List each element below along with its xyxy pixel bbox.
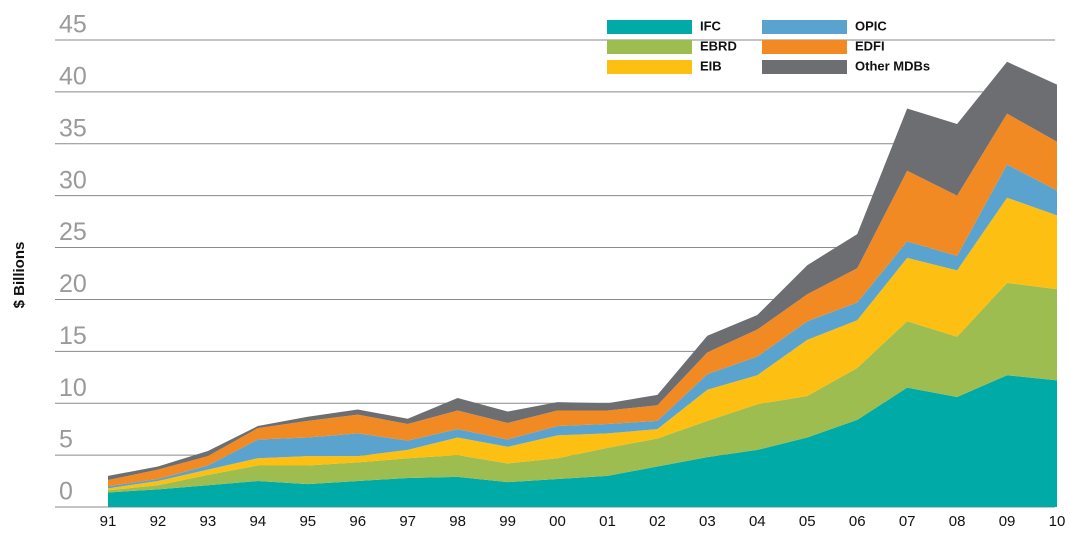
x-tick-label: 94 (249, 513, 266, 530)
y-tick-label: 35 (59, 114, 87, 142)
legend-swatch (607, 40, 692, 54)
legend-label: OPIC (855, 18, 887, 33)
x-tick-label: 09 (999, 513, 1016, 530)
y-axis-label: $ Billions (11, 242, 28, 309)
area (108, 282, 1057, 493)
legend-swatch (762, 60, 847, 74)
legend-label: EBRD (700, 38, 737, 53)
y-tick-label: 45 (59, 11, 87, 39)
x-tick-label: 04 (749, 513, 766, 530)
y-tick-label: 5 (59, 426, 73, 454)
x-tick-label: 06 (849, 513, 866, 530)
x-tick-label: 97 (399, 513, 416, 530)
x-tick-label: 00 (549, 513, 566, 530)
y-tick-label: 20 (59, 270, 87, 298)
legend-swatch (607, 20, 692, 34)
area (108, 375, 1057, 507)
x-tick-label: 10 (1049, 513, 1066, 530)
x-tick-label: 92 (150, 513, 167, 530)
area (108, 113, 1057, 487)
x-tick-label: 05 (799, 513, 816, 530)
legend-swatch (762, 40, 847, 54)
y-tick-label: 30 (59, 166, 87, 194)
x-tick-label: 08 (949, 513, 966, 530)
x-tick-label: 95 (299, 513, 316, 530)
x-tick-label: 91 (100, 513, 117, 530)
x-tick-label: 03 (699, 513, 716, 530)
x-tick-label: 02 (649, 513, 666, 530)
legend-label: Other MDBs (855, 58, 930, 73)
x-tick-label: 99 (499, 513, 516, 530)
y-tick-label: 25 (59, 218, 87, 246)
legend-swatch (762, 20, 847, 34)
y-tick-label: 10 (59, 374, 87, 402)
area (108, 197, 1057, 491)
x-tick-label: 98 (449, 513, 466, 530)
x-tick-label: 01 (599, 513, 616, 530)
x-tick-label: 07 (899, 513, 916, 530)
x-tick-label: 93 (200, 513, 217, 530)
y-tick-label: 15 (59, 322, 87, 350)
legend-label: IFC (700, 18, 722, 33)
y-tick-label: 0 (59, 478, 73, 506)
legend-swatch (607, 60, 692, 74)
legend-label: EDFI (855, 38, 885, 53)
legend: IFC EBRD EIB OPIC EDFI Other MDBs (607, 18, 930, 74)
legend-label: EIB (700, 58, 722, 73)
x-tick-label: 96 (349, 513, 366, 530)
y-tick-label: 40 (59, 62, 87, 90)
